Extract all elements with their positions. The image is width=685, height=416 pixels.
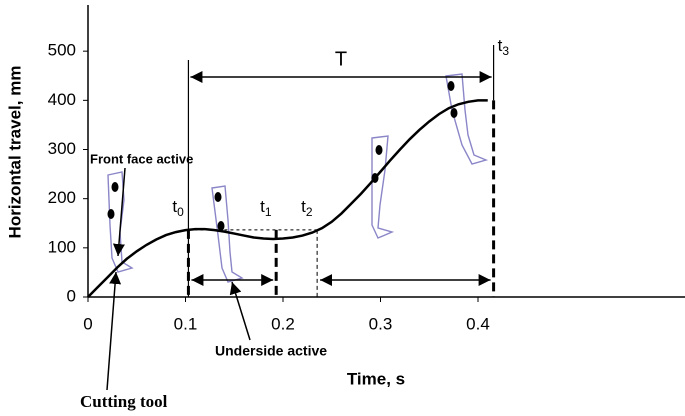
annotation: Underside active bbox=[215, 343, 327, 359]
period-label: T bbox=[335, 48, 347, 70]
annotation-arrow bbox=[229, 281, 251, 341]
phase-label-text: t bbox=[260, 197, 265, 216]
phase-label-subscript: 3 bbox=[502, 44, 509, 58]
y-tick-label: 400 bbox=[48, 90, 76, 109]
tool-icons bbox=[107, 73, 489, 283]
x-tick-label: 0.2 bbox=[271, 314, 295, 333]
annotation-arrow bbox=[112, 167, 126, 257]
phase-label: t0 bbox=[172, 197, 184, 219]
phase-label: t2 bbox=[301, 197, 313, 219]
x-tick-label: 0.3 bbox=[369, 314, 393, 333]
y-tick-label: 500 bbox=[48, 41, 76, 60]
phase-label: t1 bbox=[260, 197, 272, 219]
y-tick-label: 300 bbox=[48, 139, 76, 158]
x-tick-label: 0 bbox=[83, 314, 92, 333]
annotation: Cutting tool bbox=[80, 392, 168, 411]
annotation: Front face active bbox=[90, 151, 193, 166]
y-axis-label: Horizontal travel, mm bbox=[5, 66, 24, 239]
x-tick-label: 0.4 bbox=[466, 314, 490, 333]
phase-label-text: t bbox=[301, 197, 306, 216]
x-axis-label: Time, s bbox=[347, 369, 405, 388]
phase-label-subscript: 2 bbox=[306, 205, 313, 219]
phase-label: t3 bbox=[498, 36, 510, 58]
line-series bbox=[87, 99, 488, 298]
phase-label-text: t bbox=[498, 36, 503, 55]
phase-label-subscript: 1 bbox=[265, 205, 272, 219]
phase-label-subscript: 0 bbox=[177, 205, 184, 219]
y-tick-label: 100 bbox=[48, 237, 76, 256]
y-tick-label: 200 bbox=[48, 188, 76, 207]
y-tick-label: 0 bbox=[67, 286, 76, 305]
x-tick-label: 0.1 bbox=[174, 314, 198, 333]
phase-label-text: t bbox=[172, 197, 177, 216]
annotation-arrow bbox=[106, 271, 122, 391]
